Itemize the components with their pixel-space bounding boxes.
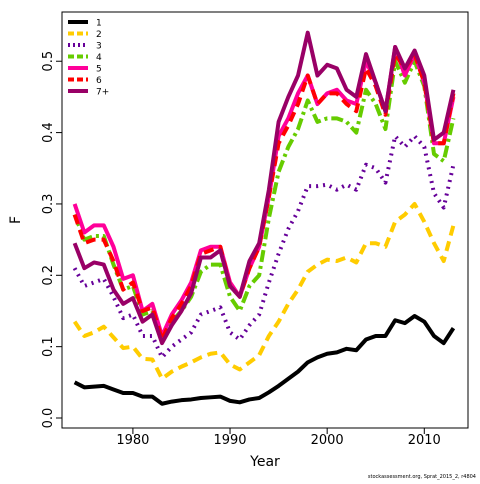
legend-label: 4 <box>96 53 102 63</box>
x-axis-label: Year <box>249 454 280 470</box>
x-tick-label: 1980 <box>116 433 149 448</box>
y-tick-label: 0.5 <box>41 51 56 72</box>
plot-frame <box>61 11 469 429</box>
x-tick-label: 1990 <box>213 433 246 448</box>
y-tick-label: 0.4 <box>41 122 56 143</box>
legend-label: 2 <box>96 30 102 40</box>
y-tick-label: 0.0 <box>41 408 56 429</box>
y-tick-label: 0.3 <box>41 194 56 215</box>
series-line <box>72 201 456 381</box>
y-axis-label: F <box>8 216 24 224</box>
x-tick-label: 2000 <box>311 433 344 448</box>
y-tick-label: 0.2 <box>41 265 56 286</box>
y-tick-label: 0.1 <box>41 336 56 357</box>
series-line <box>72 30 456 346</box>
x-tick-label: 2010 <box>408 433 441 448</box>
legend-label: 6 <box>96 76 102 86</box>
legend-label: 3 <box>96 42 102 52</box>
legend-label: 7+ <box>96 88 109 98</box>
series-line <box>73 313 456 406</box>
series-line <box>72 134 456 360</box>
footnote: stockassessment.org, Sprat_2015_2, r4804 <box>368 474 476 480</box>
legend-label: 5 <box>96 65 102 75</box>
legend-label: 1 <box>96 19 102 29</box>
